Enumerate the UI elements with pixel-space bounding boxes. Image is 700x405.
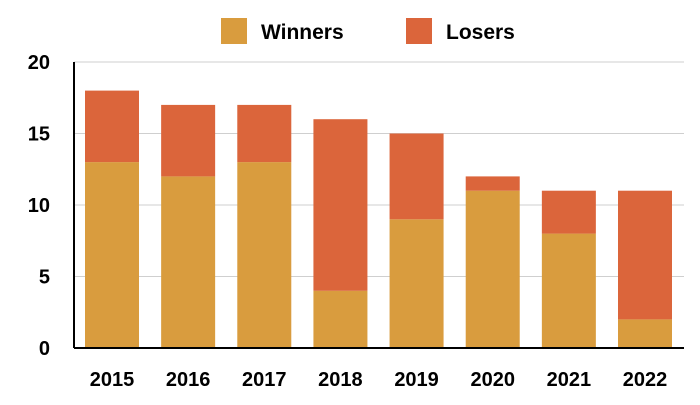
x-tick-label: 2016: [166, 369, 211, 391]
bar-losers-2019: [389, 133, 444, 220]
bar-losers-2017: [237, 104, 292, 163]
x-axis-ticks: 2015 2016 2017 2018 2019 2020 2021 2022: [90, 369, 668, 391]
x-tick-label: 2021: [547, 369, 592, 391]
y-axis-ticks: 0 5 10 15 20: [28, 52, 50, 360]
bar-winners-2019: [389, 219, 444, 348]
axes: [73, 62, 684, 349]
legend-label-winners: Winners: [261, 21, 344, 44]
bar-winners-2015: [85, 162, 139, 348]
bar-losers-2016: [161, 104, 216, 177]
bar-winners-2022: [618, 319, 672, 348]
y-tick-label: 0: [39, 338, 50, 360]
bar-winners-2016: [161, 176, 216, 348]
y-tick-label: 10: [28, 195, 50, 217]
y-tick-label: 20: [28, 52, 50, 74]
y-tick-label: 15: [28, 124, 50, 146]
legend-label-losers: Losers: [446, 21, 515, 44]
x-tick-label: 2022: [623, 369, 668, 391]
x-tick-label: 2020: [470, 369, 515, 391]
legend: Winners Losers: [221, 18, 515, 44]
x-tick-label: 2015: [90, 369, 135, 391]
x-tick-label: 2019: [394, 369, 439, 391]
bar-losers-2021: [541, 190, 596, 234]
legend-swatch-winners: [221, 18, 247, 44]
bar-winners-2021: [541, 233, 596, 348]
x-tick-label: 2018: [318, 369, 363, 391]
bar-losers-2022: [618, 190, 672, 320]
bar-winners-2020: [465, 190, 520, 348]
legend-swatch-losers: [406, 18, 432, 44]
bar-losers-2015: [85, 90, 139, 163]
bar-winners-2018: [313, 290, 368, 348]
bar-losers-2020: [465, 176, 520, 191]
y-tick-label: 5: [39, 267, 50, 289]
bars: [85, 90, 672, 348]
bar-winners-2017: [237, 162, 292, 348]
x-tick-label: 2017: [242, 369, 287, 391]
bar-losers-2018: [313, 119, 368, 291]
